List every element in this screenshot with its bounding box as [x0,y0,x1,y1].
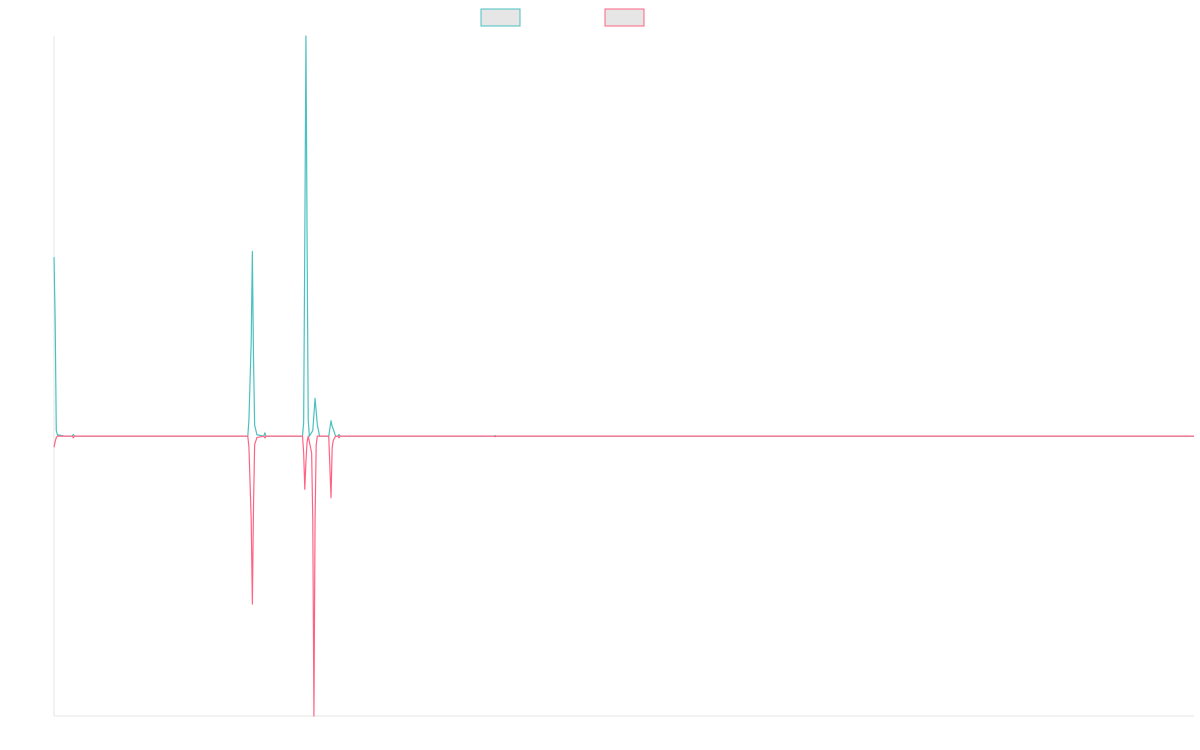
legend-swatch-series_1[interactable] [480,8,521,27]
series-line-series_2 [53,435,1194,717]
series-line-series_1 [53,35,1194,437]
series-group [53,35,1194,717]
legend-swatch-series_2[interactable] [604,8,645,27]
axes [53,36,1194,717]
legend [480,8,645,27]
